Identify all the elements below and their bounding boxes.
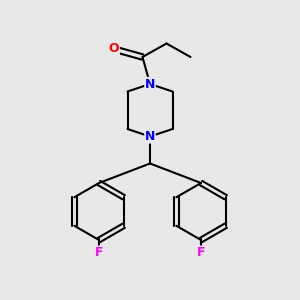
Text: F: F (95, 246, 103, 259)
Text: O: O (109, 42, 119, 56)
Text: N: N (145, 77, 155, 91)
Text: N: N (145, 130, 155, 143)
Text: F: F (197, 246, 205, 259)
